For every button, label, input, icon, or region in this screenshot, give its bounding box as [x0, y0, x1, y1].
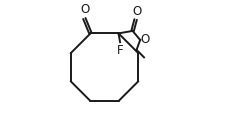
Text: O: O [132, 5, 141, 18]
Text: F: F [117, 44, 124, 57]
Text: O: O [80, 3, 89, 16]
Text: O: O [141, 33, 150, 46]
